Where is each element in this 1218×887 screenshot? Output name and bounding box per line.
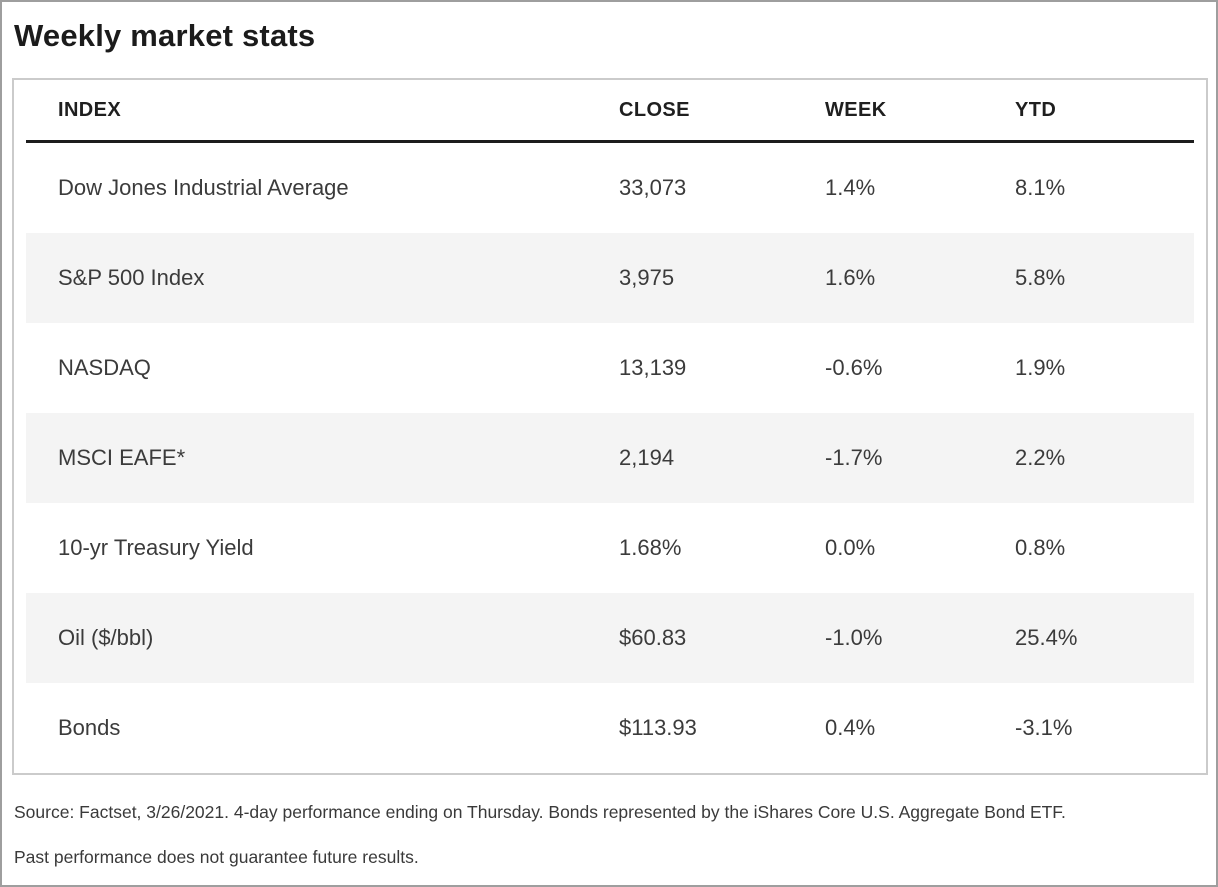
- ytd-change-cell: 1.9%: [1015, 355, 1066, 380]
- table-header-row: INDEX CLOSE WEEK YTD: [26, 80, 1194, 143]
- table-row: 10-yr Treasury Yield 1.68% 0.0% 0.8%: [26, 503, 1194, 593]
- close-value-cell: 2,194: [619, 445, 675, 470]
- table-row: Oil ($/bbl) $60.83 -1.0% 25.4%: [26, 593, 1194, 683]
- ytd-change-cell: -3.1%: [1015, 715, 1073, 740]
- source-note: Source: Factset, 3/26/2021. 4-day perfor…: [14, 802, 1066, 822]
- week-change-cell: 0.4%: [825, 715, 876, 740]
- ytd-change-cell: 0.8%: [1015, 535, 1066, 560]
- ytd-change-cell: 25.4%: [1015, 625, 1078, 650]
- close-value-cell: 13,139: [619, 355, 687, 380]
- index-name-cell: 10-yr Treasury Yield: [58, 535, 254, 560]
- disclaimer-note: Past performance does not guarantee futu…: [14, 847, 419, 867]
- week-change-cell: -0.6%: [825, 355, 883, 380]
- index-name-cell: Dow Jones Industrial Average: [58, 175, 349, 200]
- ytd-change-cell: 2.2%: [1015, 445, 1066, 470]
- close-value-cell: 3,975: [619, 265, 675, 290]
- index-name-cell: S&P 500 Index: [58, 265, 205, 290]
- table-row: MSCI EAFE* 2,194 -1.7% 2.2%: [26, 413, 1194, 503]
- index-name-cell: Oil ($/bbl): [58, 625, 154, 650]
- table-row: NASDAQ 13,139 -0.6% 1.9%: [26, 323, 1194, 413]
- week-change-cell: 1.4%: [825, 175, 876, 200]
- ytd-change-cell: 5.8%: [1015, 265, 1066, 290]
- week-change-cell: 0.0%: [825, 535, 876, 560]
- table-row: S&P 500 Index 3,975 1.6% 5.8%: [26, 233, 1194, 323]
- close-value-cell: $60.83: [619, 625, 687, 650]
- column-header-close: CLOSE: [619, 98, 690, 121]
- close-value-cell: 1.68%: [619, 535, 682, 560]
- close-value-cell: $113.93: [619, 715, 697, 740]
- index-name-cell: Bonds: [58, 715, 121, 740]
- week-change-cell: -1.7%: [825, 445, 883, 470]
- ytd-change-cell: 8.1%: [1015, 175, 1066, 200]
- table-row: Dow Jones Industrial Average 33,073 1.4%…: [26, 143, 1194, 233]
- week-change-cell: -1.0%: [825, 625, 883, 650]
- page-title: Weekly market stats: [14, 18, 316, 53]
- column-header-index: INDEX: [58, 98, 122, 121]
- index-name-cell: MSCI EAFE*: [58, 445, 186, 470]
- close-value-cell: 33,073: [619, 175, 687, 200]
- column-header-ytd: YTD: [1015, 98, 1057, 121]
- week-change-cell: 1.6%: [825, 265, 876, 290]
- market-stats-table: INDEX CLOSE WEEK YTD Dow Jones Industria…: [12, 78, 1208, 775]
- index-name-cell: NASDAQ: [58, 355, 151, 380]
- table-row: Bonds $113.93 0.4% -3.1%: [26, 683, 1194, 773]
- column-header-week: WEEK: [825, 98, 887, 121]
